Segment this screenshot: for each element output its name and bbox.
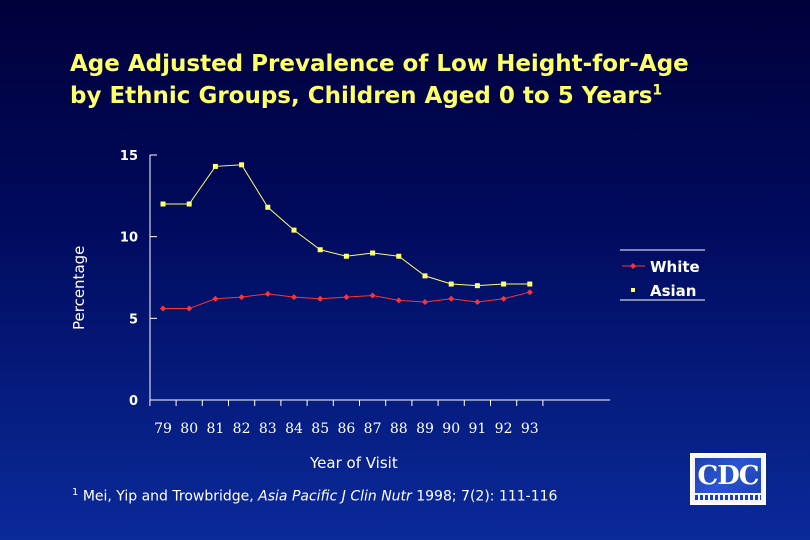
x-axis-label: Year of Visit [310, 454, 398, 472]
x-tick-label: 85 [311, 421, 329, 437]
series-line-asian [163, 164, 530, 287]
data-point-white [526, 289, 533, 296]
data-point-asian [396, 253, 402, 259]
data-point-asian [212, 163, 218, 169]
data-point-asian [317, 247, 323, 253]
x-tick-label: 79 [154, 421, 172, 437]
x-tick-label: 80 [180, 421, 198, 437]
x-tick-label: 93 [521, 421, 539, 437]
data-point-white [395, 297, 402, 304]
x-tick-label: 83 [259, 421, 277, 437]
slide-title: Age Adjusted Prevalence of Low Height-fo… [70, 48, 770, 112]
x-tick-label: 86 [337, 421, 355, 437]
legend-marker-asian [631, 288, 635, 292]
footnote-authors: Mei, Yip and Trowbridge, [78, 488, 259, 505]
cdc-logo-mark: CDC [695, 458, 761, 493]
data-point-asian [291, 227, 297, 233]
footnote-superscript: 1 [72, 487, 79, 498]
x-tick-label: 81 [206, 421, 224, 437]
data-point-asian [474, 283, 480, 289]
x-tick-label: 89 [416, 421, 434, 437]
cdc-logo: CDC [690, 453, 766, 505]
data-point-white [212, 295, 219, 302]
data-point-asian [265, 204, 271, 210]
title-line-2: by Ethnic Groups, Children Aged 0 to 5 Y… [70, 83, 653, 109]
data-point-white [186, 305, 193, 312]
x-tick-label: 82 [233, 421, 251, 437]
x-tick-label: 90 [442, 421, 460, 437]
data-point-white [474, 299, 481, 305]
data-point-white [500, 295, 507, 302]
data-point-white [264, 290, 271, 297]
legend-label-asian: Asian [650, 282, 696, 300]
footnote: 1 Mei, Yip and Trowbridge, Asia Pacific … [72, 483, 632, 507]
data-point-asian [370, 250, 376, 256]
legend-label-white: White [650, 258, 700, 276]
y-tick-label: 15 [120, 149, 138, 164]
data-point-asian [186, 201, 192, 207]
data-point-white [291, 294, 297, 301]
data-point-white [317, 295, 324, 302]
footnote-citation: 1998; 7(2): 111-116 [411, 488, 558, 505]
title-superscript: 1 [652, 82, 663, 99]
data-point-white [238, 294, 245, 301]
legend-marker-white [630, 263, 636, 269]
x-tick-label: 92 [495, 421, 513, 437]
data-point-white [160, 305, 166, 312]
x-tick-label: 87 [364, 421, 382, 437]
footnote-journal: Asia Pacific J Clin Nutr [258, 488, 412, 505]
data-point-asian [501, 281, 507, 287]
data-point-white [422, 299, 428, 305]
data-point-white [448, 295, 455, 302]
data-point-asian [527, 281, 533, 287]
data-point-asian [239, 162, 245, 168]
y-tick-label: 10 [120, 231, 138, 246]
x-tick-label: 84 [285, 421, 303, 437]
data-point-white [369, 292, 376, 299]
data-point-asian [343, 253, 349, 259]
data-point-asian [448, 281, 454, 287]
x-tick-label: 88 [390, 421, 408, 437]
x-tick-label: 91 [468, 421, 486, 437]
title-line-1: Age Adjusted Prevalence of Low Height-fo… [70, 51, 689, 77]
cdc-logo-strip [695, 495, 761, 500]
data-point-asian [160, 201, 166, 207]
y-tick-label: 0 [129, 394, 138, 409]
y-tick-label: 5 [129, 312, 138, 327]
data-point-white [343, 294, 350, 301]
data-point-asian [422, 273, 428, 279]
